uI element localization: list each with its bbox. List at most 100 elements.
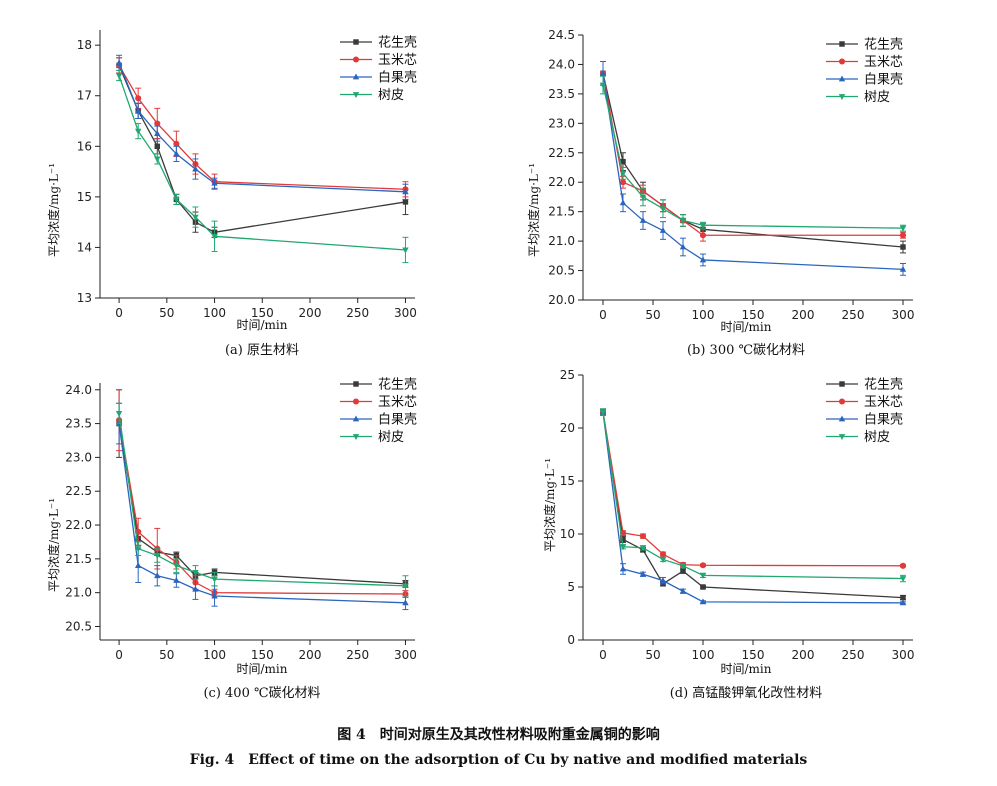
chart-c-y-tick-label: 22.5 — [65, 484, 92, 498]
chart-d-y-tick-label: 15 — [560, 474, 575, 488]
chart-d-legend-label: 花生壳 — [864, 377, 903, 393]
chart-b-xlabel: 时间/min — [720, 320, 772, 334]
chart-d-legend-marker — [838, 434, 846, 441]
chart-a-data-point — [135, 95, 142, 102]
chart-a-data-point — [173, 196, 180, 203]
chart-a-data-point — [134, 107, 142, 114]
chart-d-legend-marker — [838, 415, 846, 422]
chart-b-y-tick-label: 21.5 — [548, 205, 575, 219]
chart-a-y-tick-label: 15 — [77, 190, 92, 204]
chart-d-data-point — [620, 536, 626, 543]
chart-d-data-point — [899, 562, 907, 569]
chart-a-data-point — [154, 120, 161, 127]
chart-b-legend-marker — [838, 58, 846, 65]
chart-a-legend-label: 树皮 — [378, 88, 404, 103]
chart-c-data-point — [402, 583, 409, 590]
chart-d-y-tick-label: 5 — [567, 580, 575, 594]
chart-d-data-point — [700, 584, 706, 590]
chart-d-data-point — [659, 557, 667, 563]
chart-a-data-point — [192, 214, 199, 221]
chart-b-data-point — [679, 243, 687, 250]
chart-a-legend-label: 玉米芯 — [378, 53, 417, 68]
chart-c-x-tick-label: 0 — [115, 648, 123, 662]
chart-a-data-point — [154, 156, 161, 163]
chart-c-x-tick-label: 200 — [299, 648, 322, 662]
chart-b-legend-label: 白果壳 — [864, 72, 903, 88]
chart-panel-c: 20.5 21.0 21.5 22.0 22.5 23.0 23.5 24.0 0 50 100 15… — [0, 0, 498, 720]
chart-c-legend-label: 花生壳 — [378, 377, 417, 393]
chart-d-data-point — [899, 599, 907, 606]
chart-d-data-point — [899, 576, 907, 583]
chart-a-data-point — [402, 199, 409, 205]
chart-c-x-tick-label: 250 — [346, 648, 369, 662]
chart-a-legend-marker — [352, 92, 360, 99]
chart-a-x-tick-label: 250 — [346, 306, 369, 320]
chart-b-y-tick-label: 23.0 — [548, 116, 575, 130]
chart-b-data-point — [699, 256, 707, 263]
chart-c-x-tick-label: 50 — [159, 648, 174, 662]
chart-b-data-point — [620, 158, 626, 165]
chart-c-legend-marker — [353, 381, 359, 387]
chart-d-ylabel: 平均浓度/mg·L⁻¹ — [543, 457, 557, 553]
chart-d-data-point — [599, 409, 607, 416]
chart-b-data-point — [619, 199, 627, 206]
chart-b-data-point — [699, 222, 707, 229]
chart-a-xlabel: 时间/min — [236, 318, 288, 332]
chart-b-y-tick-label: 22.0 — [548, 175, 575, 189]
chart-d-data-point — [619, 544, 627, 551]
chart-d-data-point — [680, 568, 686, 574]
chart-c-y-tick-label: 23.5 — [65, 417, 92, 431]
chart-b-data-point — [899, 265, 907, 272]
chart-b-legend-label: 花生壳 — [864, 37, 903, 53]
chart-b-data-point — [619, 179, 627, 186]
chart-b-data-point — [599, 69, 607, 76]
chart-panel-b: 20.0 20.5 21.0 21.5 22.0 22.5 23.0 23.5 24.0 24.5… — [0, 0, 997, 370]
chart-b-data-point — [639, 216, 647, 223]
chart-c-y-tick-label: 21.0 — [65, 586, 92, 600]
chart-d-y-tick-label: 20 — [560, 421, 575, 435]
chart-b-data-point — [679, 218, 687, 225]
chart-d-caption: (d) 高锰酸钾氧化改性材料 — [669, 686, 823, 701]
chart-c-data-point — [173, 563, 180, 570]
chart-d-series-line — [602, 411, 904, 567]
chart-a-data-point — [211, 233, 218, 240]
chart-a-data-point — [402, 188, 409, 195]
chart-c-legend-label: 树皮 — [378, 430, 404, 445]
chart-d-series-line — [602, 412, 904, 604]
chart-d-data-point — [679, 563, 687, 570]
chart-b-x-tick-label: 150 — [742, 308, 765, 322]
chart-b-data-point — [659, 206, 667, 213]
chart-b-legend-label: 树皮 — [864, 90, 890, 105]
chart-a-y-tick-label: 17 — [77, 89, 92, 103]
chart-a-x-tick-label: 300 — [394, 306, 417, 320]
chart-a-legend-marker — [352, 73, 360, 80]
chart-b-y-tick-label: 21.0 — [548, 234, 575, 248]
chart-b-legend-marker — [838, 94, 846, 101]
chart-c-y-tick-label: 23.0 — [65, 450, 92, 464]
chart-c-data-point — [154, 572, 161, 579]
chart-a-legend-label: 花生壳 — [378, 35, 417, 51]
chart-a-x-tick-label: 0 — [115, 306, 123, 320]
chart-c-y-tick-label: 20.5 — [65, 619, 92, 633]
chart-c-y-tick-label: 22.0 — [65, 518, 92, 532]
chart-c-data-point — [211, 592, 218, 599]
chart-b-data-point — [899, 225, 907, 232]
chart-d-data-point — [639, 570, 647, 577]
chart-panel-d: 0 5 10 15 20 25 0 50 100 150 200 250 300 花生壳 玉米芯 白果壳 树皮 … — [543, 368, 914, 701]
chart-a-plot: 13 14 15 16 17 18 0 50 100 150 200 250 300 花生壳玉米芯白果壳树… — [77, 30, 417, 320]
chart-b-y-tick-label: 20.5 — [548, 264, 575, 278]
chart-b-plot: 20.0 20.5 21.0 21.5 22.0 22.5 23.0 23.5 24.0 24.5… — [548, 28, 914, 322]
chart-a-y-tick-label: 18 — [77, 38, 92, 52]
chart-b-caption: (b) 300 ℃碳化材料 — [686, 343, 806, 358]
chart-a-caption: (a) 原生材料 — [224, 343, 300, 358]
chart-d-y-tick-label: 10 — [560, 527, 575, 541]
chart-a-data-point — [211, 179, 218, 186]
chart-d-data-point — [639, 545, 647, 552]
chart-c-legend-label: 白果壳 — [378, 412, 417, 428]
chart-d-legend-label: 白果壳 — [864, 412, 903, 428]
chart-b-y-tick-label: 20.0 — [548, 293, 575, 307]
chart-a-data-point — [192, 165, 199, 172]
chart-a-data-point — [115, 59, 123, 66]
chart-d-x-tick-label: 150 — [742, 648, 765, 662]
chart-d-x-tick-label: 200 — [792, 648, 815, 662]
